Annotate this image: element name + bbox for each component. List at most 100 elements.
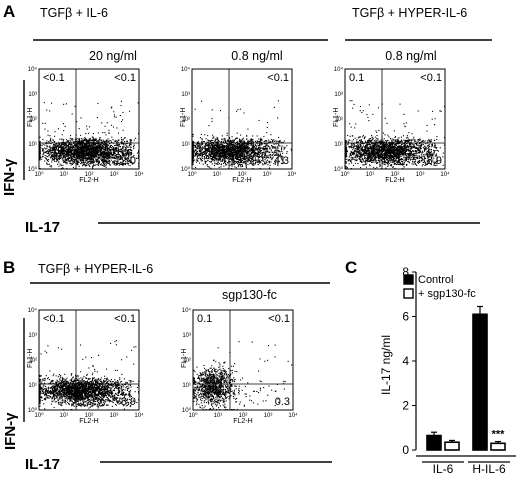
- y-tick-label: 0: [402, 443, 409, 457]
- bar-chart-c: 0 2 4 6 8 IL-17 ng/ml IL-6 H-IL-6 *** Control + sg…: [379, 265, 516, 476]
- x-tick-label: 10⁴: [288, 412, 298, 419]
- header-b: TGFβ + HYPER-IL-6: [38, 262, 153, 276]
- quadrant-lower-right-value: 12.0: [115, 155, 136, 167]
- quadrant-lower-right-value: 0.3: [275, 396, 290, 408]
- y-tick-label: 10⁴: [28, 307, 38, 314]
- x-tick-label: 10³: [416, 172, 425, 178]
- x-channel-label: FL2-H: [233, 418, 252, 425]
- y-tick-label: 10³: [334, 92, 343, 98]
- event-dots: [192, 100, 293, 170]
- x-tick-label: 10²: [85, 413, 94, 419]
- y-tick-label: 10⁰: [182, 407, 192, 414]
- y-tick-label: 10³: [28, 333, 37, 339]
- x-tick-label: 10³: [110, 172, 119, 178]
- y-axis-label-b: IFN-γ: [2, 412, 19, 450]
- plot-frame: [191, 68, 293, 170]
- header-a-right: TGFβ + HYPER-IL-6: [352, 6, 467, 20]
- y-tick-label: 10²: [334, 117, 343, 123]
- y-tick-label: 10⁰: [334, 166, 344, 173]
- x-tick-label: 10²: [391, 172, 400, 178]
- y-tick-label: 2: [402, 399, 409, 413]
- conc-a3: 0.8 ng/ml: [385, 49, 436, 63]
- x-tick-label: 10⁰: [187, 171, 197, 178]
- x-tick-label: 10³: [263, 172, 272, 178]
- x-axis-label-a: IL-17: [25, 219, 60, 236]
- bar-sgp130-0: [444, 441, 460, 451]
- y-tick-label: 10⁴: [182, 307, 192, 314]
- x-tick-label: 10³: [264, 413, 273, 419]
- legend-swatch-1: [403, 288, 414, 299]
- x-channel-label: FL2-H: [232, 177, 251, 184]
- y-tick-label: 10¹: [28, 142, 37, 148]
- y-tick-label: 10⁴: [334, 66, 344, 73]
- quadrant-upper-left-value: <0.1: [43, 72, 65, 84]
- x-tick-label: 10⁴: [287, 171, 297, 178]
- y-tick-label: 10²: [28, 117, 37, 123]
- event-dots: [39, 100, 140, 170]
- x-tick-label: 10⁰: [34, 412, 44, 419]
- x-tick-label: 10²: [85, 172, 94, 178]
- panel-label-a: A: [3, 2, 15, 21]
- bar-control-1: [472, 313, 488, 451]
- y-tick-label: 10⁴: [181, 66, 191, 73]
- y-axis-label: IL-17 ng/ml: [379, 335, 393, 395]
- quadrant-upper-right-value: <0.1: [114, 72, 136, 84]
- x-tick-label: 10¹: [214, 413, 223, 419]
- y-tick-label: 4: [402, 354, 409, 368]
- x-tick-label: 10¹: [60, 413, 69, 419]
- x-axis-label-b: IL-17: [25, 456, 60, 473]
- y-tick-label: 10³: [181, 92, 190, 98]
- quadrant-upper-right-value: <0.1: [267, 72, 289, 84]
- quadrant-upper-left-value: 0.1: [197, 313, 212, 325]
- y-tick-label: 10²: [181, 117, 190, 123]
- x-tick-label: 10⁴: [134, 171, 144, 178]
- x-channel-label: FL2-H: [385, 177, 404, 184]
- plot-frame: [192, 309, 294, 411]
- y-tick-label: 10²: [182, 358, 191, 364]
- y-tick-label: 10³: [28, 92, 37, 98]
- y-tick-label: 8: [402, 265, 409, 279]
- quadrant-upper-right-value: <0.1: [420, 72, 442, 84]
- x-tick-label: 10²: [239, 413, 248, 419]
- conc-a1: 20 ng/ml: [89, 49, 137, 63]
- legend-label-0: Control: [418, 274, 453, 286]
- quadrant-lower-right-value: 8.9: [121, 396, 136, 408]
- y-channel-label: FL1-H: [181, 349, 188, 368]
- y-tick-label: 10²: [28, 358, 37, 364]
- x-channel-label: FL2-H: [79, 418, 98, 425]
- x-tick-label: 10⁰: [340, 171, 350, 178]
- panel-label-c: C: [345, 258, 357, 277]
- y-tick-label: 10¹: [181, 142, 190, 148]
- y-tick-label: 10¹: [334, 142, 343, 148]
- y-tick-label: 10¹: [182, 383, 191, 389]
- y-tick-label: 10³: [182, 333, 191, 339]
- y-tick-label: 10⁰: [181, 166, 191, 173]
- plot-frame: [38, 68, 140, 170]
- sub-label-b: sgp130-fc: [222, 288, 277, 302]
- y-channel-label: FL1-H: [27, 349, 34, 368]
- y-axis-label-a: IFN-γ: [1, 158, 18, 196]
- x-tick-label: 10⁰: [34, 171, 44, 178]
- bar-control-0: [426, 434, 442, 451]
- y-channel-label: FL1-H: [180, 108, 187, 127]
- x-tick-label: 10¹: [366, 172, 375, 178]
- significance-annotation: ***: [492, 428, 506, 440]
- quadrant-upper-left-value: 0.1: [349, 72, 364, 84]
- x-tick-label: 10⁴: [440, 171, 450, 178]
- x-tick-label: 10⁰: [188, 412, 198, 419]
- conc-a2: 0.8 ng/ml: [231, 49, 282, 63]
- y-channel-label: FL1-H: [333, 108, 340, 127]
- y-tick-label: 10⁰: [28, 407, 38, 414]
- header-a-left: TGFβ + IL-6: [40, 6, 108, 20]
- quadrant-upper-left-value: <0.1: [43, 313, 65, 325]
- x-tick-label: 10⁴: [134, 412, 144, 419]
- y-tick-label: 10⁴: [28, 66, 38, 73]
- quadrant-upper-right-value: <0.1: [268, 313, 290, 325]
- panel-label-b: B: [3, 258, 15, 277]
